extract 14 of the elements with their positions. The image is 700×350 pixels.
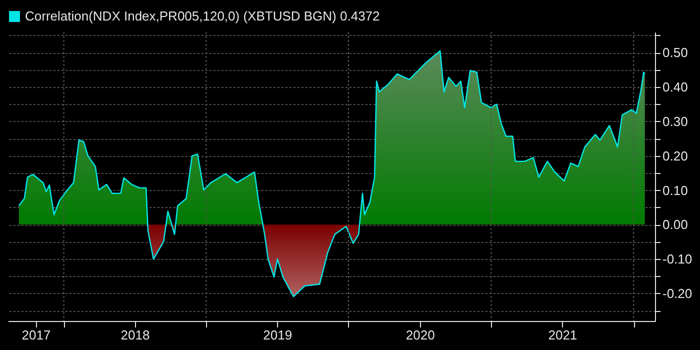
y-tick-label: 0.00 bbox=[662, 217, 688, 232]
y-tick-label: 0.20 bbox=[662, 148, 688, 164]
y-tick-label: 0.40 bbox=[662, 80, 688, 95]
y-tick-label: 0.10 bbox=[662, 182, 688, 198]
y-tick-label: -0.20 bbox=[662, 286, 692, 301]
x-tick-label: 2018 bbox=[120, 328, 150, 342]
x-tick-label: 2020 bbox=[406, 328, 435, 342]
y-tick-label: -0.10 bbox=[662, 252, 692, 267]
y-tick-label: 0.30 bbox=[662, 114, 688, 129]
y-tick-label: 0.50 bbox=[662, 45, 688, 60]
x-tick-label: 2017 bbox=[22, 328, 51, 342]
x-tick-label: 2021 bbox=[548, 328, 578, 342]
legend-label: Correlation(NDX Index,PR005,120,0) (XBTUSD BGN) 0.4372 bbox=[25, 8, 380, 24]
x-tick-label: 2019 bbox=[263, 328, 292, 342]
